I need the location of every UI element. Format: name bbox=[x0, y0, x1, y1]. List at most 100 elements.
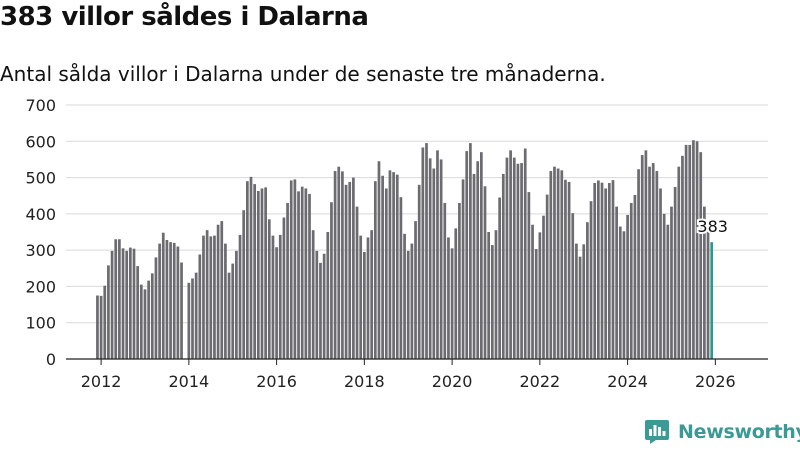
bar bbox=[381, 175, 384, 359]
bar bbox=[425, 143, 428, 359]
bar bbox=[147, 280, 150, 359]
bar bbox=[618, 226, 622, 359]
bar bbox=[706, 228, 710, 359]
bar bbox=[472, 173, 476, 359]
bar bbox=[165, 239, 169, 359]
bar bbox=[439, 159, 443, 359]
bar bbox=[205, 230, 209, 359]
bar bbox=[560, 170, 564, 359]
bar bbox=[417, 184, 421, 359]
bar bbox=[348, 181, 352, 359]
bar bbox=[487, 232, 491, 359]
bar bbox=[256, 190, 260, 359]
bar bbox=[293, 179, 297, 359]
bar bbox=[121, 248, 125, 359]
bar bbox=[128, 247, 132, 359]
bar bbox=[300, 186, 304, 359]
bar bbox=[319, 262, 322, 359]
bar bbox=[150, 273, 154, 359]
bar bbox=[564, 179, 567, 359]
bar bbox=[538, 232, 542, 359]
bar bbox=[447, 237, 450, 359]
y-tick-label: 200 bbox=[25, 277, 56, 296]
bar bbox=[629, 202, 633, 359]
bar bbox=[586, 222, 589, 359]
bar bbox=[180, 262, 183, 359]
bar bbox=[384, 188, 388, 359]
bar bbox=[681, 155, 684, 359]
logo-text: Newsworthy bbox=[678, 421, 800, 443]
x-tick-label: 2018 bbox=[344, 372, 385, 391]
x-tick-label: 2016 bbox=[256, 372, 297, 391]
bar bbox=[410, 243, 414, 359]
bar bbox=[187, 282, 191, 359]
bar bbox=[637, 169, 640, 359]
bar bbox=[600, 182, 604, 359]
bar bbox=[692, 140, 695, 359]
bar bbox=[432, 168, 436, 359]
bar bbox=[286, 202, 289, 359]
bar bbox=[322, 253, 326, 359]
newsworthy-bar-chart-icon bbox=[645, 420, 669, 444]
bar bbox=[264, 187, 267, 359]
bar bbox=[648, 166, 651, 359]
bar bbox=[520, 163, 523, 359]
bar bbox=[289, 180, 293, 359]
bar bbox=[216, 224, 220, 359]
bar bbox=[479, 152, 483, 359]
bar bbox=[677, 166, 681, 359]
bar bbox=[567, 181, 571, 359]
bar bbox=[684, 144, 688, 359]
bar bbox=[498, 197, 501, 359]
chart-title: 383 villor såldes i Dalarna bbox=[0, 2, 369, 32]
bar bbox=[406, 250, 410, 359]
bar bbox=[582, 244, 586, 359]
bar bbox=[132, 248, 136, 359]
bar bbox=[169, 242, 172, 359]
bar bbox=[589, 201, 593, 359]
bar bbox=[224, 243, 227, 359]
bar bbox=[172, 242, 176, 359]
bar bbox=[450, 248, 454, 359]
bar bbox=[490, 245, 494, 359]
bar bbox=[476, 161, 480, 359]
bar bbox=[341, 171, 344, 359]
bar bbox=[373, 181, 377, 359]
y-tick-label: 100 bbox=[25, 314, 56, 333]
bar bbox=[308, 193, 311, 359]
bar bbox=[640, 155, 644, 359]
highlight-data-label: 383 bbox=[697, 217, 728, 236]
bar bbox=[626, 214, 629, 359]
bar bbox=[414, 221, 417, 359]
bar bbox=[99, 295, 103, 359]
bar bbox=[611, 180, 615, 359]
highlight-bar bbox=[710, 242, 714, 359]
bar bbox=[326, 232, 330, 359]
bar bbox=[125, 250, 129, 359]
bar bbox=[509, 150, 512, 359]
bar bbox=[421, 147, 425, 359]
bar bbox=[549, 171, 553, 359]
bar bbox=[260, 188, 264, 359]
bar bbox=[249, 176, 253, 359]
bar bbox=[235, 250, 238, 359]
bar bbox=[337, 166, 341, 359]
bar bbox=[527, 192, 531, 359]
bar bbox=[161, 232, 165, 359]
bar bbox=[198, 254, 202, 359]
bar bbox=[231, 263, 235, 359]
x-tick-label: 2024 bbox=[607, 372, 648, 391]
bar bbox=[220, 221, 224, 359]
bar bbox=[359, 235, 363, 359]
bar-chart: 0 100 200 300 400 500 600 700 2012 2014 2016 2018 20… bbox=[25, 96, 768, 391]
bar bbox=[501, 173, 505, 359]
bar bbox=[458, 202, 461, 359]
bar bbox=[352, 177, 355, 359]
bar bbox=[615, 206, 618, 359]
bar bbox=[644, 150, 648, 359]
y-tick-label: 700 bbox=[25, 96, 56, 115]
bar bbox=[202, 235, 205, 359]
bar bbox=[395, 174, 399, 359]
bar bbox=[253, 184, 257, 359]
bar bbox=[282, 217, 286, 359]
